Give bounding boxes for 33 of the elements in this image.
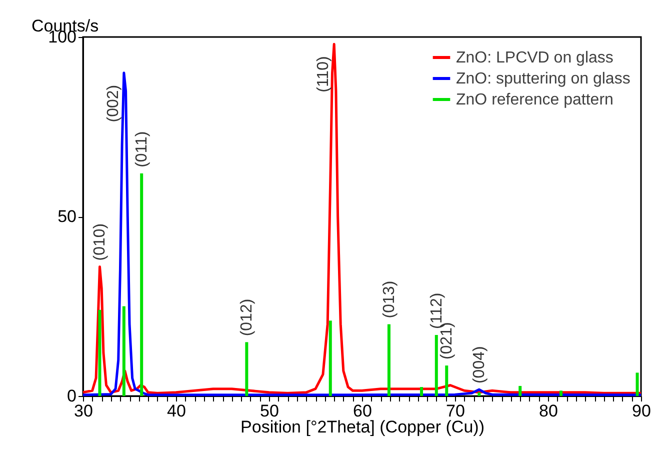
x-tick-label: 30 — [74, 402, 93, 420]
annotation: (011) — [134, 131, 151, 168]
legend-label: ZnO reference pattern — [456, 92, 614, 108]
x-tick-label: 50 — [260, 402, 279, 420]
bar — [518, 386, 522, 396]
annotation: (002) — [104, 84, 122, 122]
bar — [98, 310, 102, 396]
x-tick-label: 80 — [539, 402, 558, 420]
bar — [560, 390, 563, 396]
y-tick-label: 50 — [58, 207, 76, 226]
bar — [434, 334, 438, 396]
legend-label: ZnO: sputtering on glass — [456, 70, 630, 88]
annotation: (012) — [238, 298, 256, 336]
annotation: (010) — [92, 223, 109, 261]
annotation: (110) — [315, 56, 332, 92]
bar — [387, 324, 390, 396]
bar — [140, 173, 144, 396]
x-tick-label: 90 — [632, 402, 651, 420]
x-tick-label: 70 — [446, 402, 465, 420]
x-axis-title: Position [°2Theta] (Copper (Cu)) — [240, 418, 484, 436]
x-tick-label: 60 — [353, 402, 372, 420]
bar — [478, 392, 481, 396]
bar — [445, 365, 448, 396]
annotation: (013) — [380, 280, 398, 318]
legend-label: ZnO: LPCVD on glass — [456, 50, 614, 66]
bar — [420, 387, 424, 396]
bar — [328, 320, 332, 396]
y-tick-label: 0 — [67, 386, 76, 406]
bar — [636, 372, 639, 396]
bar — [245, 342, 248, 396]
annotation: (004) — [471, 346, 488, 384]
bar — [122, 306, 126, 396]
x-tick-label: 40 — [167, 402, 186, 420]
